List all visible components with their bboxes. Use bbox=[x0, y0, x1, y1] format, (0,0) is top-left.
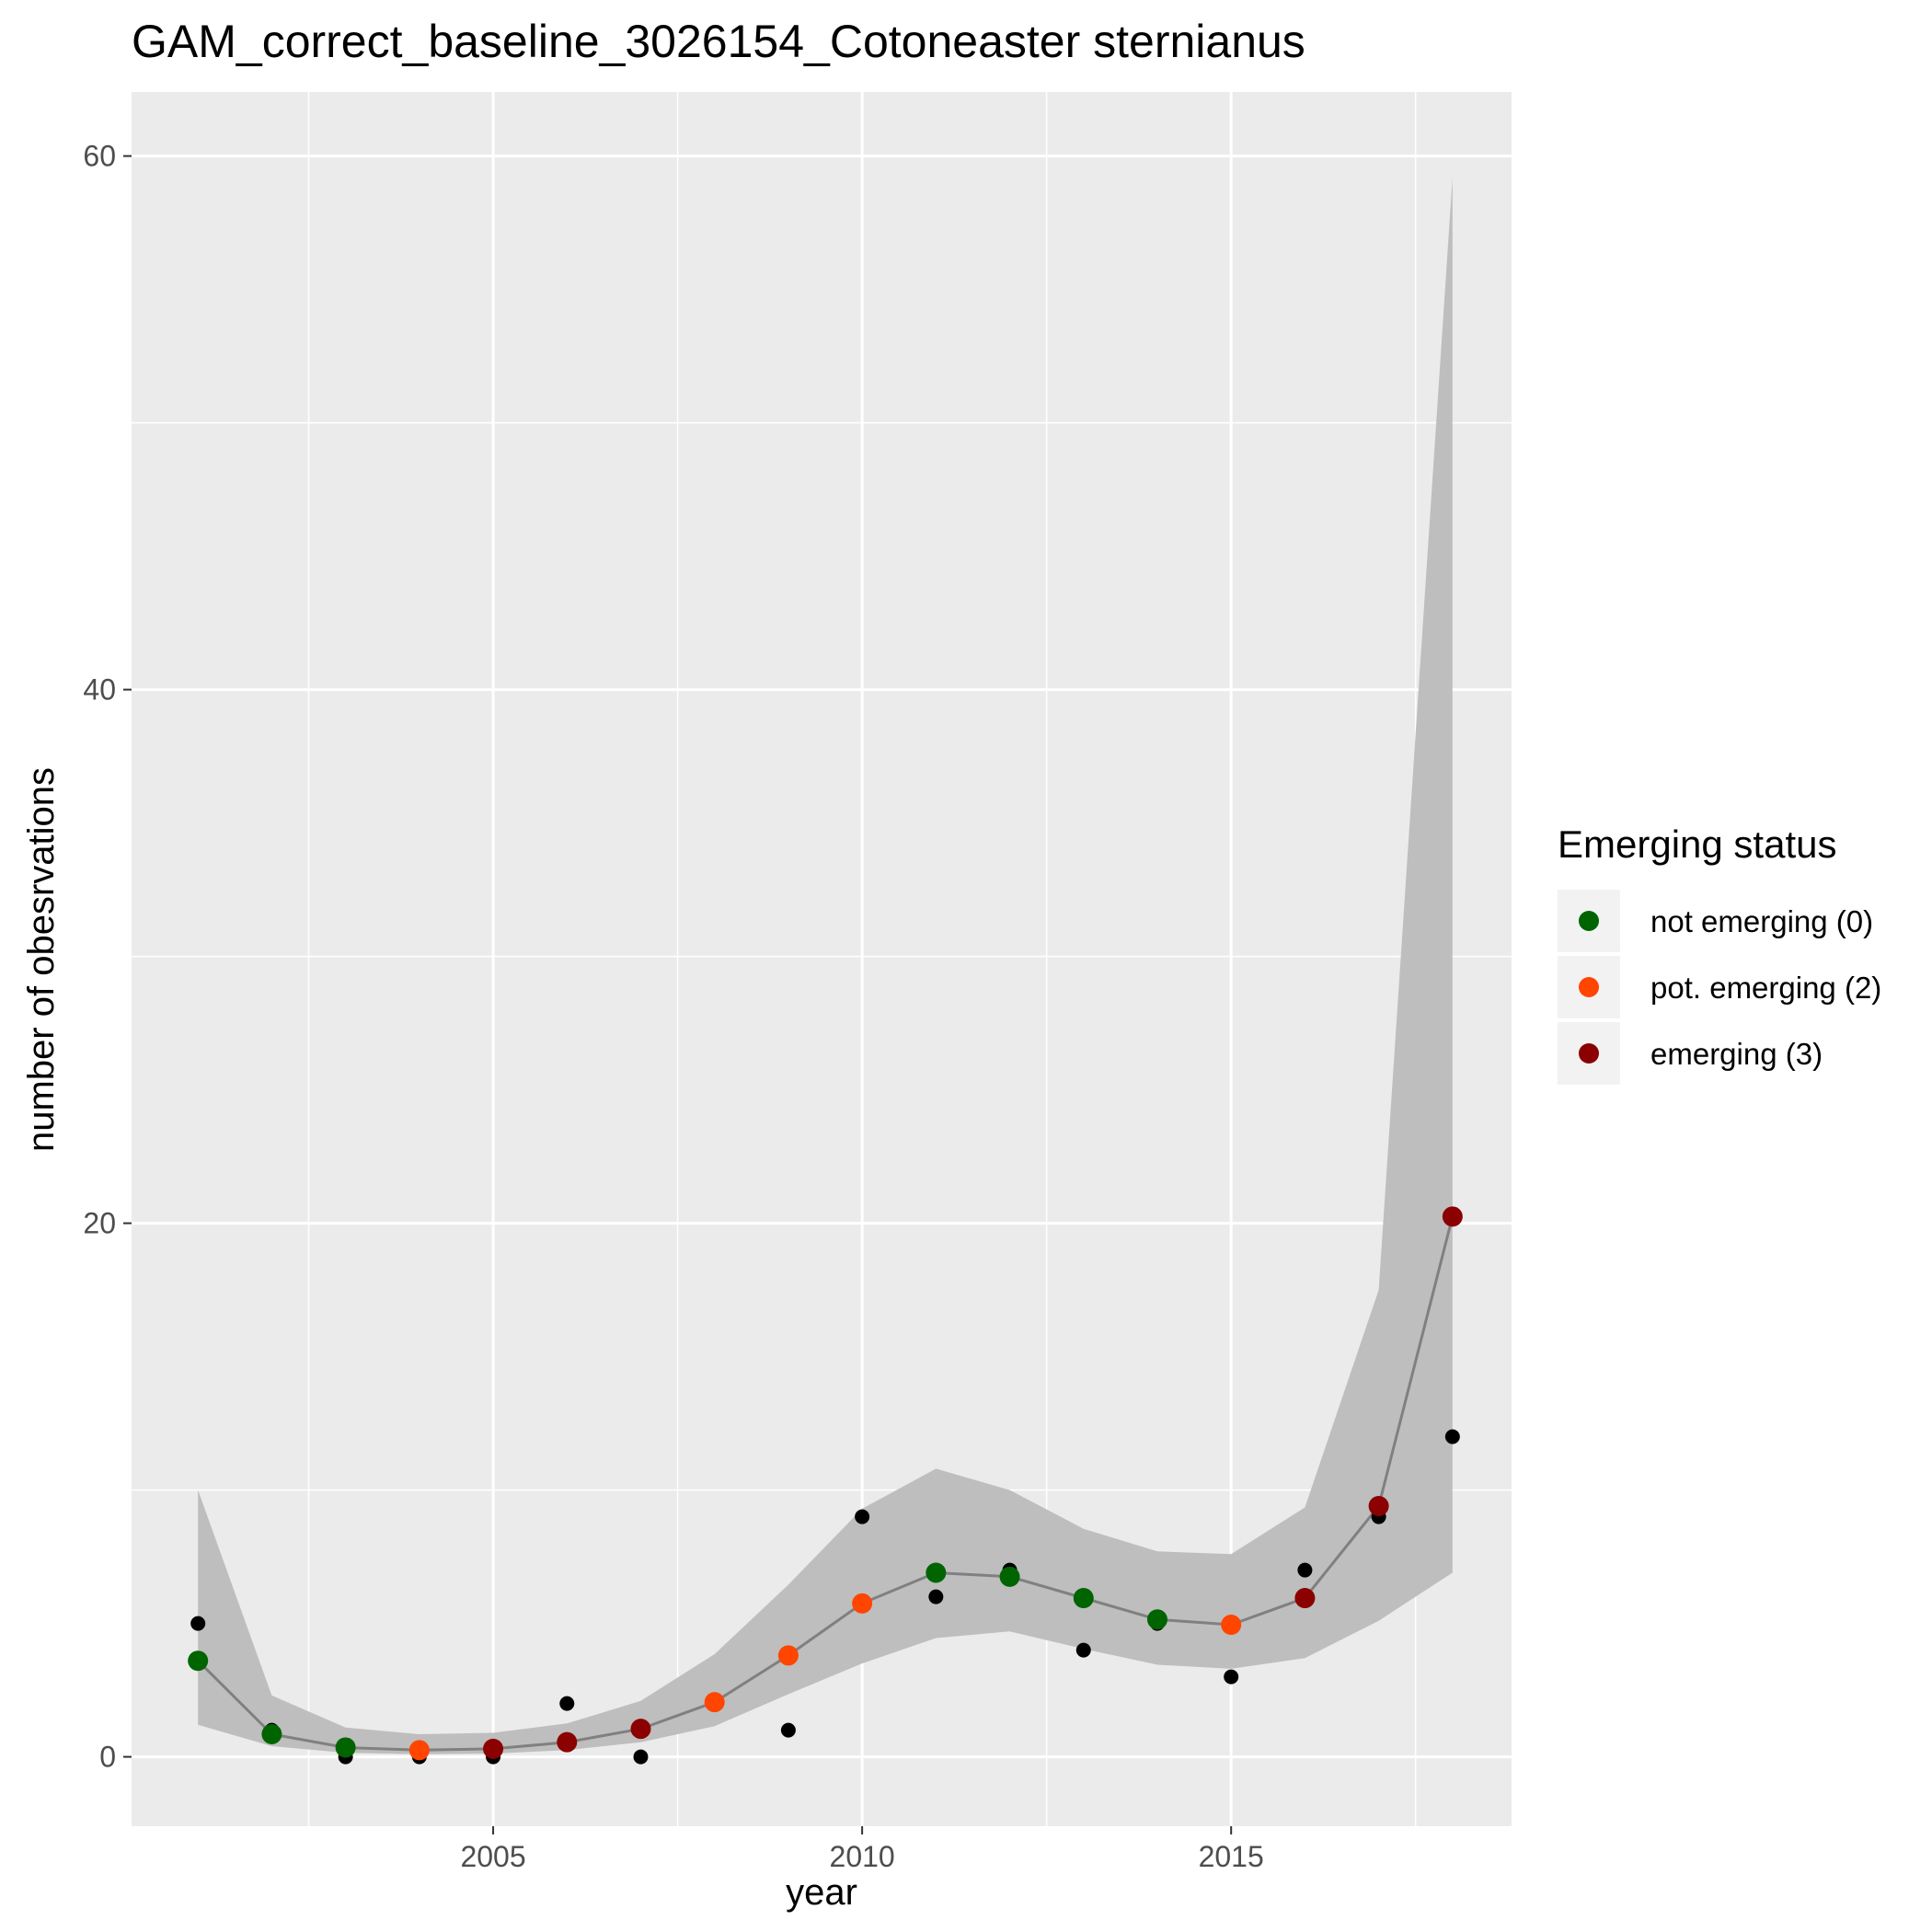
x-tick-label: 2010 bbox=[830, 1840, 895, 1873]
fitted-point bbox=[261, 1723, 282, 1744]
major-gridlines bbox=[132, 92, 1512, 1826]
y-axis-ticks: 0 20 40 60 bbox=[83, 140, 132, 1774]
observed-point bbox=[1297, 1562, 1313, 1578]
legend-label: pot. emerging (2) bbox=[1650, 971, 1881, 1005]
legend-key-symbol bbox=[1579, 1043, 1599, 1064]
fitted-point bbox=[408, 1740, 430, 1761]
fitted-point bbox=[852, 1593, 873, 1614]
fitted-point bbox=[1442, 1206, 1463, 1227]
chart-title: GAM_correct_baseline_3026154_Cotoneaster… bbox=[132, 16, 1305, 67]
confidence-ribbon-layer bbox=[198, 177, 1453, 1754]
fitted-point bbox=[335, 1737, 356, 1758]
confidence-ribbon bbox=[198, 177, 1453, 1754]
y-axis-title: number of obesrvations bbox=[21, 767, 62, 1152]
legend: Emerging status not emerging (0) pot. eme… bbox=[1558, 822, 1881, 1085]
legend-label: not emerging (0) bbox=[1650, 904, 1873, 938]
observed-point bbox=[928, 1589, 944, 1604]
legend-key-symbol bbox=[1579, 977, 1599, 997]
fitted-point bbox=[557, 1731, 578, 1753]
fitted-point bbox=[777, 1645, 799, 1666]
observed-point bbox=[780, 1722, 796, 1738]
x-axis-ticks: 2005 2010 2015 bbox=[460, 1826, 1264, 1873]
fitted-point bbox=[1221, 1615, 1242, 1636]
y-tick-label: 0 bbox=[99, 1741, 116, 1774]
observed-point bbox=[633, 1749, 649, 1765]
fitted-point bbox=[483, 1738, 504, 1759]
observed-point bbox=[1444, 1429, 1460, 1444]
fitted-point bbox=[1073, 1588, 1094, 1609]
fitted-point bbox=[188, 1650, 209, 1672]
x-axis-title: year bbox=[786, 1872, 857, 1913]
fitted-point bbox=[704, 1692, 725, 1713]
observed-point bbox=[190, 1616, 206, 1631]
fitted-point bbox=[1146, 1609, 1167, 1630]
x-tick-label: 2005 bbox=[460, 1840, 525, 1873]
legend-label: emerging (3) bbox=[1650, 1037, 1823, 1071]
fitted-points-layer bbox=[188, 1206, 1463, 1761]
legend-title: Emerging status bbox=[1558, 822, 1836, 866]
x-tick-label: 2015 bbox=[1199, 1840, 1264, 1873]
fitted-point bbox=[1368, 1496, 1389, 1516]
observed-point bbox=[1075, 1642, 1091, 1658]
fit-line bbox=[197, 1215, 1455, 1752]
legend-keys: not emerging (0) pot. emerging (2) emergin… bbox=[1558, 890, 1881, 1085]
fitted-point bbox=[630, 1719, 651, 1740]
y-tick-label: 60 bbox=[83, 140, 116, 173]
observed-point bbox=[855, 1509, 870, 1524]
y-tick-label: 20 bbox=[83, 1207, 116, 1240]
y-tick-label: 40 bbox=[83, 673, 116, 707]
fitted-point bbox=[999, 1566, 1020, 1587]
fit-line-layer bbox=[197, 1215, 1455, 1752]
observed-point bbox=[1224, 1669, 1239, 1685]
observed-point bbox=[559, 1696, 575, 1711]
fitted-point bbox=[926, 1562, 947, 1583]
legend-key-symbol bbox=[1579, 911, 1599, 931]
fitted-point bbox=[1294, 1588, 1316, 1609]
